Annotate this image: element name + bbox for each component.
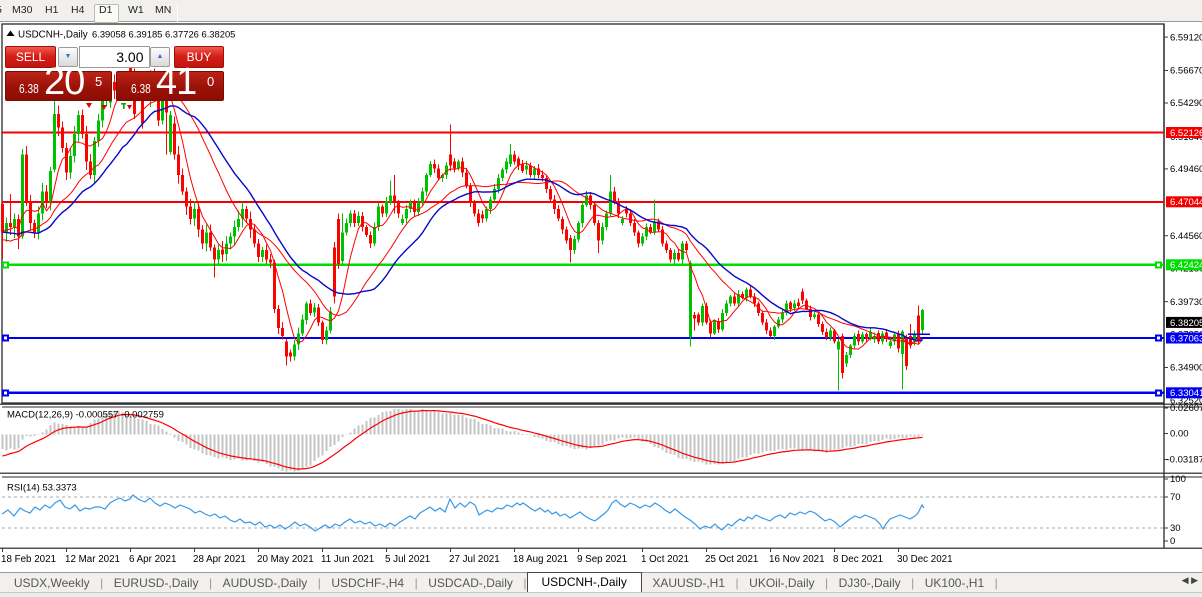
svg-text:30 Dec 2021: 30 Dec 2021 (897, 554, 953, 565)
svg-text:28 Apr 2021: 28 Apr 2021 (193, 554, 246, 565)
svg-text:25 Oct 2021: 25 Oct 2021 (705, 554, 758, 565)
svg-text:USDCNH-,Daily: USDCNH-,Daily (18, 30, 88, 41)
svg-text:6.33041: 6.33041 (1170, 388, 1202, 399)
svg-text:6.59120: 6.59120 (1170, 32, 1202, 43)
svg-text:18 Feb 2021: 18 Feb 2021 (1, 554, 56, 565)
svg-text:0: 0 (1170, 536, 1175, 547)
svg-text:-0.03187: -0.03187 (1167, 455, 1202, 466)
svg-text:6.39058 6.39185 6.37726 6.3820: 6.39058 6.39185 6.37726 6.38205 (92, 29, 235, 40)
svg-text:6 Apr 2021: 6 Apr 2021 (129, 554, 176, 565)
svg-text:6.34900: 6.34900 (1170, 363, 1202, 374)
svg-text:RSI(14) 53.3373: RSI(14) 53.3373 (7, 483, 77, 494)
svg-text:6.54290: 6.54290 (1170, 98, 1202, 109)
svg-text:11 Jun 2021: 11 Jun 2021 (321, 554, 374, 565)
svg-text:6.38205: 6.38205 (1170, 318, 1202, 329)
svg-text:1 Oct 2021: 1 Oct 2021 (641, 554, 689, 565)
svg-text:6.49460: 6.49460 (1170, 164, 1202, 175)
svg-text:0.00: 0.00 (1170, 429, 1189, 440)
svg-text:6.42424: 6.42424 (1170, 260, 1202, 271)
svg-text:100: 100 (1170, 474, 1186, 485)
svg-text:6.56670: 6.56670 (1170, 66, 1202, 77)
svg-text:8 Dec 2021: 8 Dec 2021 (833, 554, 883, 565)
svg-text:27 Jul 2021: 27 Jul 2021 (449, 554, 500, 565)
svg-text:6.32520: 6.32520 (1170, 395, 1202, 406)
svg-text:6.52126: 6.52126 (1170, 128, 1202, 139)
svg-text:16 Nov 2021: 16 Nov 2021 (769, 554, 825, 565)
svg-text:20 May 2021: 20 May 2021 (257, 554, 314, 565)
svg-text:12 Mar 2021: 12 Mar 2021 (65, 554, 120, 565)
svg-text:70: 70 (1170, 492, 1181, 503)
svg-text:6.39730: 6.39730 (1170, 297, 1202, 308)
svg-text:6.44560: 6.44560 (1170, 231, 1202, 242)
svg-text:9 Sep 2021: 9 Sep 2021 (577, 554, 627, 565)
svg-text:5 Jul 2021: 5 Jul 2021 (385, 554, 430, 565)
svg-text:6.37063: 6.37063 (1170, 333, 1202, 344)
svg-text:18 Aug 2021: 18 Aug 2021 (513, 554, 568, 565)
svg-text:6.47044: 6.47044 (1170, 197, 1202, 208)
svg-text:0.02607: 0.02607 (1170, 403, 1202, 414)
svg-text:30: 30 (1170, 523, 1181, 534)
svg-text:MACD(12,26,9) -0.000557 -0.002: MACD(12,26,9) -0.000557 -0.002759 (7, 410, 164, 421)
